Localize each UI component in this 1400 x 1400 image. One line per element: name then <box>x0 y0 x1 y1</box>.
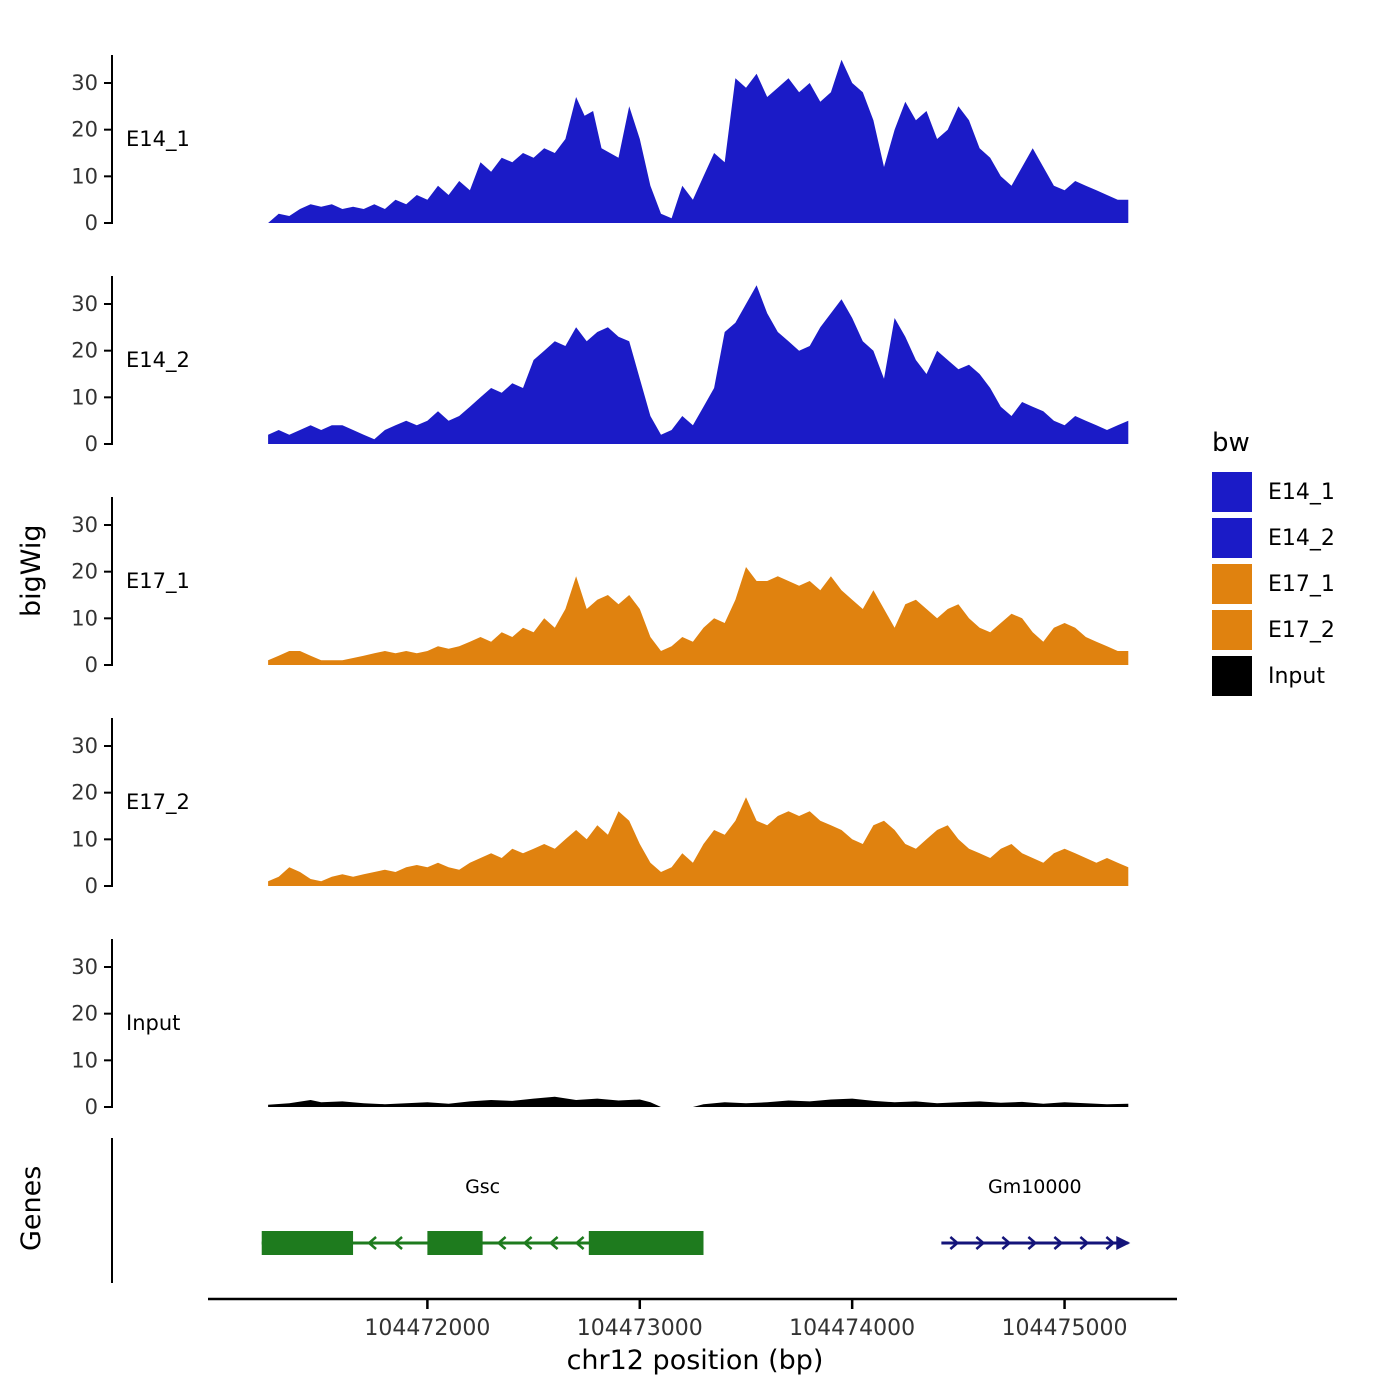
legend-item: E17_1 <box>1212 564 1335 604</box>
coverage-area <box>268 797 1129 886</box>
strand-chevron-icon <box>1001 1236 1012 1250</box>
legend-swatch <box>1212 656 1252 696</box>
strand-chevron-icon <box>367 1236 377 1250</box>
exon-box <box>588 1231 704 1255</box>
x-axis-svg: 104472000 104473000 104474000 104475000 <box>208 1297 1177 1341</box>
y-tick-label: 20 <box>71 781 98 805</box>
track-panel-e17_2: 0 10 20 30 E17_2 <box>71 718 1129 898</box>
y-tick-label: 30 <box>71 734 98 758</box>
legend-item: E14_2 <box>1212 518 1335 558</box>
y-tick-label: 0 <box>85 432 98 456</box>
coverage-area <box>268 567 1129 665</box>
legend-swatch <box>1212 518 1252 558</box>
x-tick-label: 104474000 <box>789 1316 915 1341</box>
strand-chevron-icon <box>1105 1236 1116 1250</box>
legend-swatch <box>1212 472 1252 512</box>
y-tick-label: 0 <box>85 211 98 235</box>
legend-label: E17_2 <box>1268 617 1335 643</box>
gene-label: Gm10000 <box>988 1176 1082 1198</box>
y-tick-label: 0 <box>85 653 98 677</box>
track-panel-input: 0 10 20 30 Input <box>71 939 1129 1119</box>
track-label: E17_1 <box>126 569 190 594</box>
y-tick-label: 30 <box>71 71 98 95</box>
y-tick-label: 10 <box>71 827 98 851</box>
legend-item: E14_1 <box>1212 472 1335 512</box>
genes-panel: Gsc Gm10000 <box>111 1138 1131 1283</box>
strand-chevron-icon <box>548 1236 559 1250</box>
y-tick-label: 20 <box>71 118 98 142</box>
x-axis-area: 104472000 104473000 104474000 104475000 <box>0 1293 1180 1355</box>
y-tick-label: 0 <box>85 1095 98 1119</box>
genes-area: Gsc Gm10000 <box>0 1123 1180 1297</box>
track-label: E17_2 <box>126 790 190 815</box>
track-panel-e14_2: 0 10 20 30 E14_2 <box>71 276 1129 456</box>
y-tick-label: 10 <box>71 606 98 630</box>
track-label: E14_2 <box>126 348 190 373</box>
strand-chevron-icon <box>949 1236 960 1250</box>
track-label: Input <box>126 1011 180 1035</box>
x-tick-label: 104473000 <box>577 1316 703 1341</box>
y-tick-label: 20 <box>71 339 98 363</box>
exon-box <box>261 1231 354 1255</box>
y-tick-label: 30 <box>71 955 98 979</box>
legend-item: E17_2 <box>1212 610 1335 650</box>
strand-chevron-icon <box>496 1236 507 1250</box>
strand-chevron-icon <box>975 1236 986 1250</box>
strand-chevron-icon <box>574 1236 585 1250</box>
y-tick-label: 30 <box>71 292 98 316</box>
x-tick-label: 104472000 <box>364 1316 490 1341</box>
track-label: E14_1 <box>126 127 190 152</box>
strand-chevron-icon <box>1079 1236 1090 1250</box>
x-axis-title: chr12 position (bp) <box>566 1345 824 1376</box>
strand-chevron-icon <box>1053 1236 1064 1250</box>
track-panel-e17_1: 0 10 20 30 E17_1 <box>71 497 1129 677</box>
legend-swatch <box>1212 564 1252 604</box>
y-tick-label: 10 <box>71 164 98 188</box>
y-tick-label: 20 <box>71 560 98 584</box>
legend-label: E14_2 <box>1268 525 1335 551</box>
legend-title: bw <box>1212 428 1250 458</box>
exon-box <box>427 1231 483 1255</box>
legend-swatch <box>1212 610 1252 650</box>
coverage-area <box>268 285 1129 444</box>
legend-item: Input <box>1212 656 1335 696</box>
y-tick-label: 30 <box>71 513 98 537</box>
strand-chevron-icon <box>393 1236 403 1250</box>
legend-label: E14_1 <box>1268 479 1335 505</box>
y-tick-label: 20 <box>71 1002 98 1026</box>
legend: bw E14_1 E14_2 E17_1 E17_2 Input <box>1212 428 1335 702</box>
strand-chevron-icon <box>522 1236 533 1250</box>
y-tick-label: 10 <box>71 1048 98 1072</box>
track-panel-e14_1: 0 10 20 30 E14_1 <box>71 55 1129 235</box>
strand-chevron-icon <box>1027 1236 1038 1250</box>
tracks-area: 0 10 20 30 E14_1 0 10 20 30 E14_2 0 10 20 30 E17_1 0 10 2… <box>0 18 1180 1123</box>
coverage-area <box>268 59 1129 224</box>
strand-arrowhead-icon <box>1116 1236 1131 1250</box>
gene-label: Gsc <box>465 1176 500 1198</box>
x-tick-label: 104475000 <box>1002 1316 1128 1341</box>
legend-label: Input <box>1268 663 1325 689</box>
coverage-area <box>268 1096 1129 1107</box>
y-tick-label: 10 <box>71 385 98 409</box>
legend-label: E17_1 <box>1268 571 1335 597</box>
y-tick-label: 0 <box>85 874 98 898</box>
